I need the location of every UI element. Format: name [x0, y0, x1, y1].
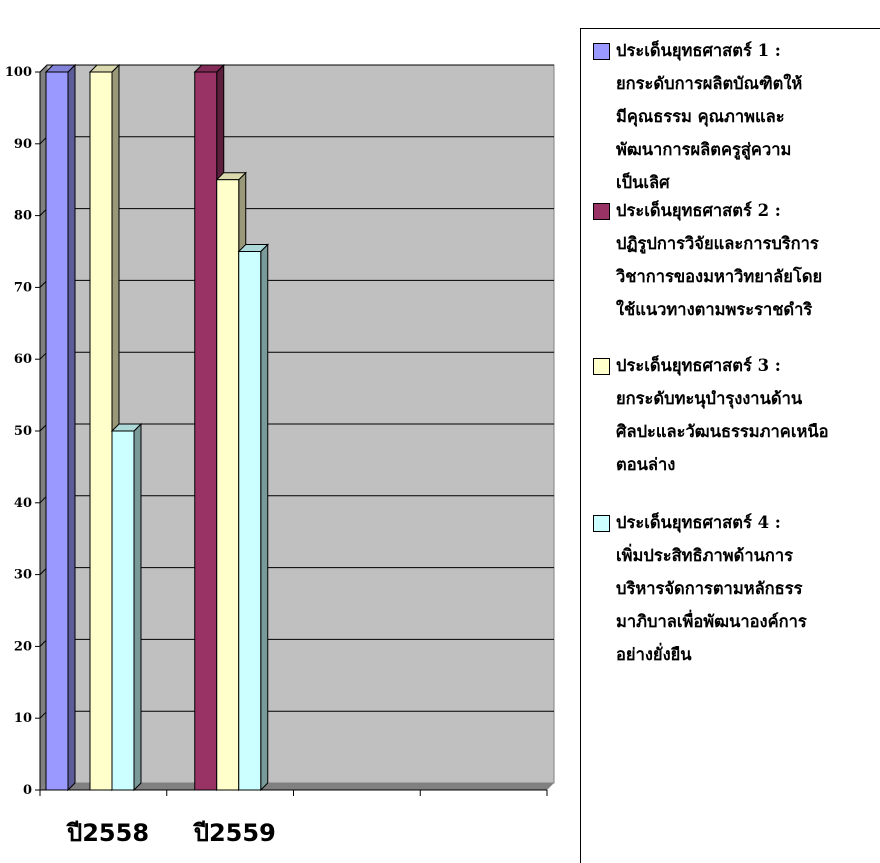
legend-swatch: [593, 203, 610, 220]
y-tick-label: 0: [23, 783, 32, 798]
legend-label: ประเด็นยุทธศาสตร์ 4 : เพิ่มประสิทธิภาพด้…: [616, 513, 807, 664]
bar: [237, 243, 269, 792]
bar-front: [194, 71, 218, 791]
x-category-label: ปี2559: [193, 819, 276, 847]
bar: [110, 422, 143, 792]
legend-swatch: [593, 43, 610, 60]
y-tick-label: 70: [14, 280, 32, 295]
bar-side: [67, 63, 76, 792]
y-tick-label: 20: [14, 639, 32, 654]
legend-label: ประเด็นยุทธศาสตร์ 2 : ปฏิรูปการวิจัยและก…: [616, 201, 823, 319]
bar-front: [238, 251, 262, 791]
legend-entry: ประเด็นยุทธศาสตร์ 2 : ปฏิรูปการวิจัยและก…: [593, 199, 880, 326]
y-tick-label: 30: [14, 568, 32, 583]
bar-chart: 0 10 20 30 40 50 60 70 80 90 100 ปี2558 ปี2559: [5, 63, 555, 847]
legend-entry: ประเด็นยุทธศาสตร์ 4 : เพิ่มประสิทธิภาพด้…: [593, 511, 880, 671]
legend-entry: ประเด็นยุทธศาสตร์ 1 : ยกระดับการผลิตบัณฑ…: [593, 39, 880, 199]
plot-floor: [40, 783, 554, 790]
bars: [44, 63, 269, 792]
legend-swatch: [593, 515, 610, 532]
legend-label: ประเด็นยุทธศาสตร์ 1 : ยกระดับการผลิตบัณฑ…: [616, 41, 803, 192]
x-axis-labels: ปี2558 ปี2559: [66, 819, 276, 847]
gridline: [39, 64, 554, 73]
y-tick-label: 100: [5, 65, 32, 80]
y-tick-label: 50: [14, 424, 32, 439]
y-tick-label: 60: [14, 352, 32, 367]
y-tick-label: 80: [14, 209, 32, 224]
y-tick-label: 10: [14, 711, 32, 726]
bar-side: [133, 422, 142, 792]
bar-front: [45, 71, 69, 791]
legend: ประเด็นยุทธศาสตร์ 1 : ยกระดับการผลิตบัณฑ…: [580, 28, 880, 863]
legend-swatch: [593, 358, 610, 375]
y-axis-ticks: 0 10 20 30 40 50 60 70 80 90 100: [5, 65, 40, 798]
bar: [44, 63, 77, 792]
legend-entry: ประเด็นยุทธศาสตร์ 3 : ยกระดับทะนุบำรุงงา…: [593, 354, 880, 481]
bar-side: [260, 243, 269, 792]
x-axis-ticks: [39, 790, 548, 796]
bar-front: [111, 430, 135, 791]
bar-front: [89, 71, 113, 791]
x-category-label: ปี2558: [66, 819, 149, 847]
legend-label: ประเด็นยุทธศาสตร์ 3 : ยกระดับทะนุบำรุงงา…: [616, 356, 829, 474]
bar-front: [216, 179, 240, 791]
y-tick-label: 40: [14, 496, 32, 511]
y-tick-label: 90: [14, 137, 32, 152]
